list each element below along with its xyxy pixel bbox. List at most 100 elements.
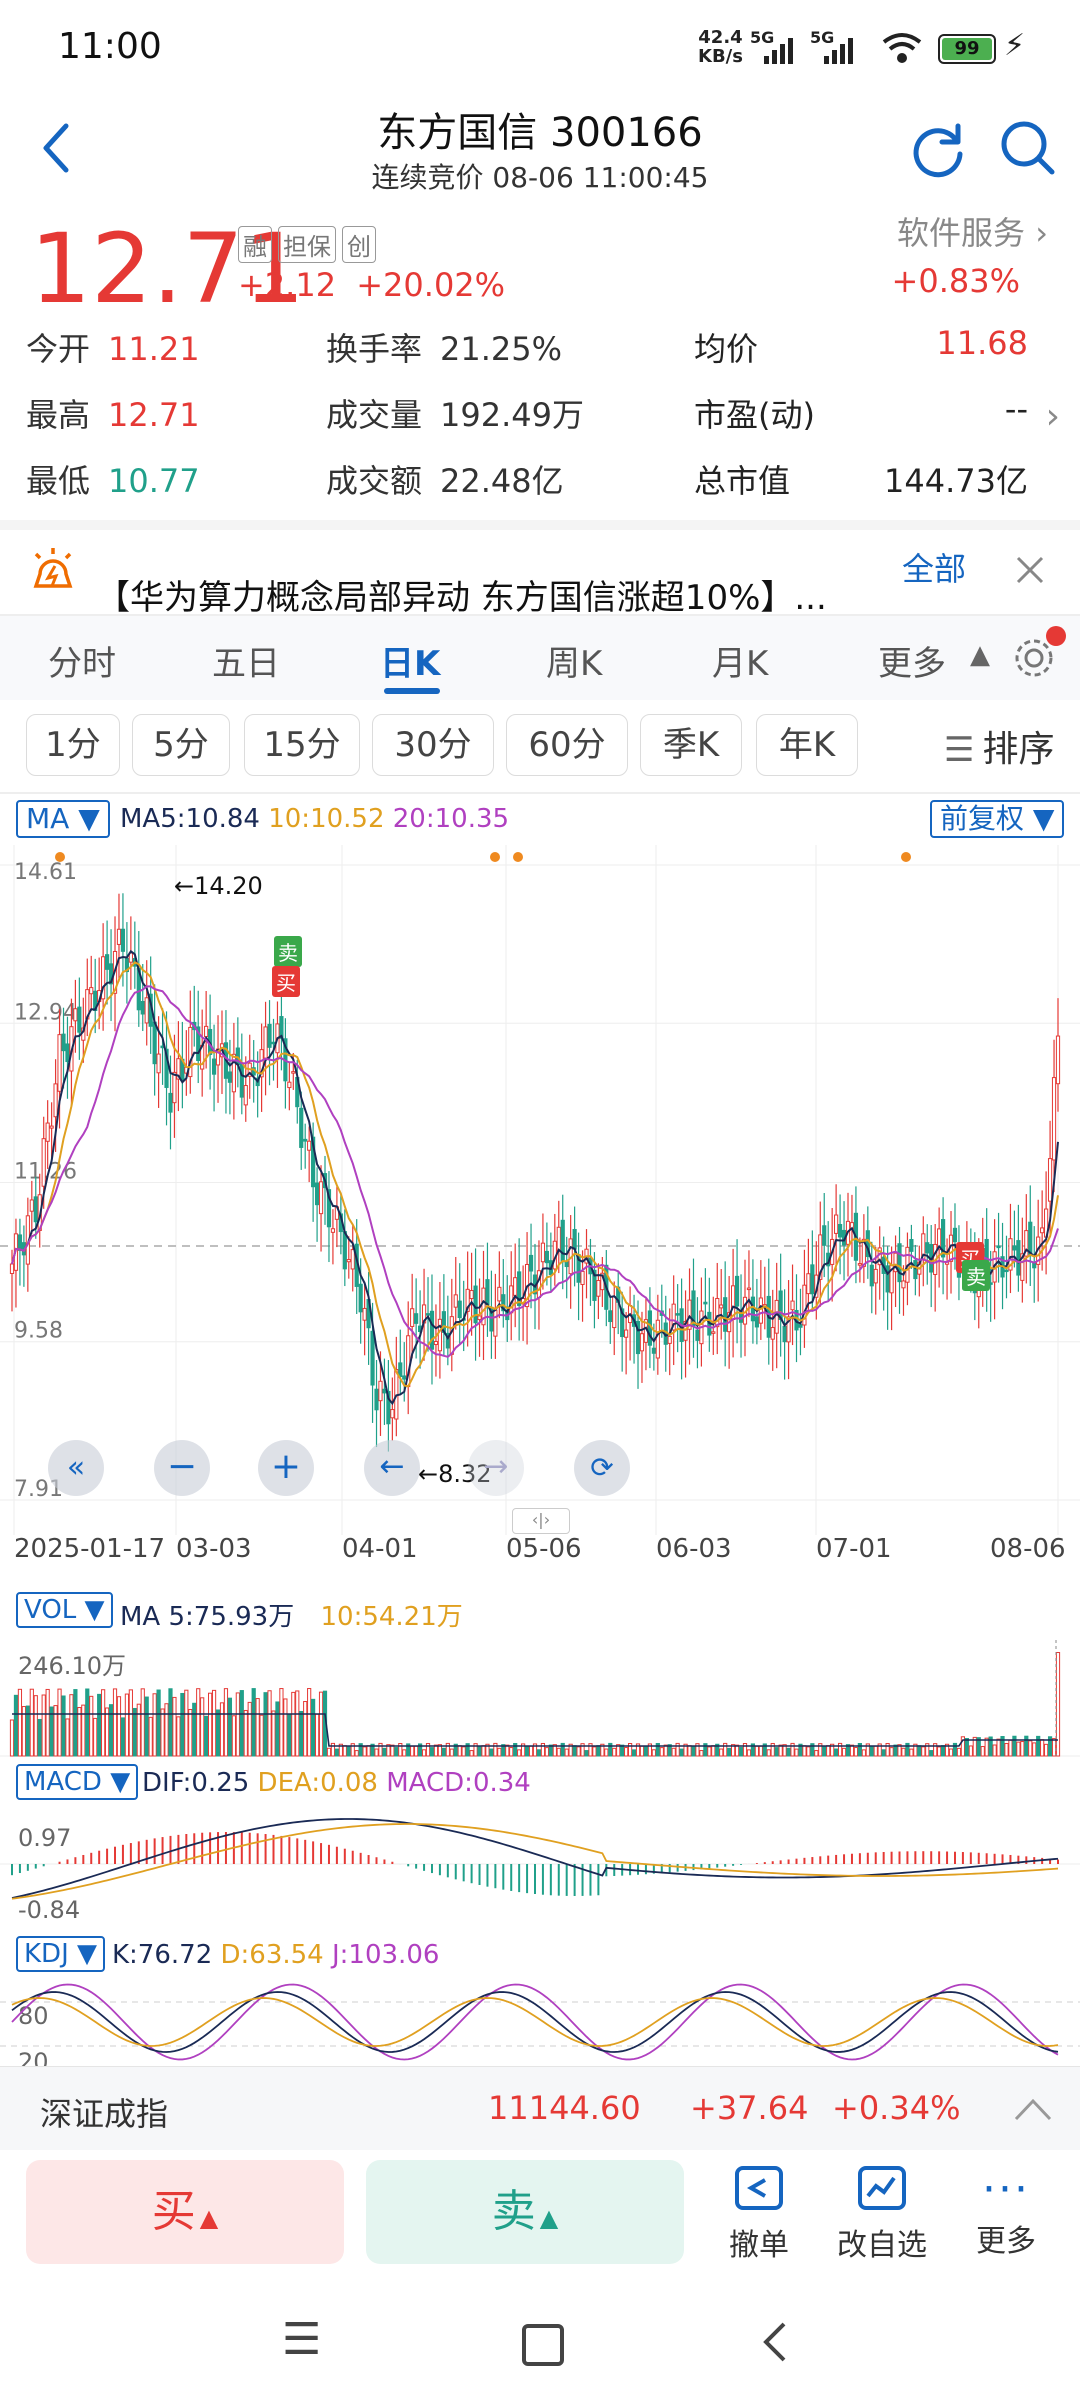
home-icon[interactable] bbox=[522, 2324, 564, 2366]
index-bar[interactable]: 深证成指 11144.60 +37.64 +0.34% bbox=[0, 2066, 1080, 2151]
volume-bar bbox=[723, 1742, 728, 1757]
volume-bar bbox=[57, 1688, 62, 1757]
volume-bar bbox=[307, 1688, 312, 1757]
ma-selector[interactable]: MA ▼ bbox=[16, 800, 110, 838]
kdj-selector[interactable]: KDJ ▼ bbox=[16, 1936, 106, 1972]
volume-bar bbox=[770, 1742, 775, 1757]
zoom-in-icon[interactable]: + bbox=[258, 1440, 314, 1496]
back-nav-icon[interactable] bbox=[756, 2318, 792, 2366]
volume-bar bbox=[663, 1744, 668, 1757]
buy-button[interactable]: 买 ▲ bbox=[26, 2160, 344, 2264]
volume-bar bbox=[651, 1749, 656, 1757]
search-icon[interactable] bbox=[998, 118, 1058, 178]
volume-bar bbox=[485, 1743, 490, 1757]
vol-ma5: MA 5:75.93万 bbox=[120, 1602, 295, 1632]
volume-bar bbox=[608, 1742, 613, 1757]
candle-body bbox=[65, 1043, 70, 1063]
volume-bar bbox=[933, 1743, 938, 1757]
period-30min[interactable]: 30分 bbox=[372, 714, 494, 776]
news-text[interactable]: 【华为算力概念局部异动 东方国信涨超10%】... bbox=[96, 578, 827, 618]
edit-watchlist-button[interactable]: 改自选 bbox=[830, 2164, 934, 2264]
volume-bar bbox=[802, 1745, 807, 1757]
volume-bar bbox=[509, 1747, 514, 1757]
volume-bar bbox=[402, 1749, 407, 1757]
volume-bar bbox=[453, 1743, 458, 1757]
sell-button[interactable]: 卖 ▲ bbox=[366, 2160, 684, 2264]
volume-bar bbox=[517, 1749, 522, 1757]
chevron-right-icon[interactable]: › bbox=[1045, 396, 1060, 437]
candle-body bbox=[386, 1390, 391, 1425]
volume-bar bbox=[521, 1743, 526, 1757]
volume-bar bbox=[675, 1742, 680, 1757]
close-icon[interactable] bbox=[1012, 552, 1048, 588]
drag-handle[interactable]: ‹|› bbox=[512, 1508, 570, 1534]
cancel-order-button[interactable]: 撤单 bbox=[718, 2164, 800, 2264]
candle-body bbox=[802, 1284, 807, 1326]
volume-bar bbox=[552, 1744, 557, 1757]
period-year-k[interactable]: 年K bbox=[756, 714, 858, 776]
back-icon[interactable] bbox=[36, 118, 76, 178]
tab-more[interactable]: 更多 bbox=[878, 644, 946, 684]
volume-bar bbox=[481, 1745, 486, 1757]
kdj-legend: K:76.72 D:63.54 J:103.06 bbox=[112, 1940, 439, 1970]
vol-selector[interactable]: VOL ▼ bbox=[16, 1592, 113, 1628]
news-banner[interactable]: 【华为算力概念局部异动 东方国信涨超10%】... 全部 bbox=[0, 530, 1080, 618]
volume-bar bbox=[188, 1708, 193, 1757]
chevron-up-icon[interactable] bbox=[1010, 2091, 1056, 2125]
tab-daily-k[interactable]: 日K bbox=[380, 644, 441, 684]
candle-body bbox=[402, 1375, 407, 1380]
index-change: +37.64 bbox=[690, 2089, 809, 2127]
settings-icon[interactable] bbox=[1010, 632, 1058, 680]
candle-body bbox=[144, 997, 149, 1024]
caret-up-icon[interactable]: ▲ bbox=[970, 640, 990, 670]
candle-body bbox=[822, 1225, 827, 1246]
volume-bar bbox=[124, 1693, 130, 1757]
candle-body bbox=[370, 1330, 375, 1386]
menu-icon[interactable]: ☰ bbox=[282, 2314, 322, 2365]
refresh-icon[interactable] bbox=[908, 118, 968, 178]
candle-body bbox=[57, 1034, 62, 1092]
tab-five-day[interactable]: 五日 bbox=[212, 644, 280, 684]
volume-bar bbox=[635, 1743, 641, 1757]
date-tick: 07-01 bbox=[816, 1534, 892, 1564]
candle-body bbox=[1004, 1269, 1009, 1273]
tab-monthly-k[interactable]: 月K bbox=[712, 644, 769, 684]
volume-bar bbox=[326, 1747, 332, 1757]
volume-bar bbox=[826, 1745, 831, 1757]
volume-bar bbox=[77, 1707, 82, 1757]
period-15min[interactable]: 15分 bbox=[244, 714, 360, 776]
period-60min[interactable]: 60分 bbox=[506, 714, 628, 776]
zoom-out-icon[interactable]: − bbox=[154, 1440, 210, 1496]
sector-link[interactable]: 软件服务 › bbox=[897, 208, 1048, 254]
volume-bar bbox=[437, 1744, 443, 1757]
scroll-right-icon[interactable]: → bbox=[468, 1440, 524, 1496]
macd-selector[interactable]: MACD ▼ bbox=[16, 1764, 139, 1800]
fast-rewind-icon[interactable]: « bbox=[48, 1440, 104, 1496]
vol-max-label: 246.10万 bbox=[18, 1652, 126, 1680]
volume-bar bbox=[176, 1716, 181, 1757]
adjust-selector[interactable]: 前复权 ▼ bbox=[930, 800, 1065, 838]
volume-bar bbox=[318, 1691, 324, 1757]
ma5-line bbox=[11, 949, 1059, 1406]
volume-bar bbox=[921, 1746, 926, 1757]
vol-ma10: 10:54.21万 bbox=[320, 1602, 463, 1632]
period-1min[interactable]: 1分 bbox=[26, 714, 120, 776]
candle-body bbox=[485, 1279, 490, 1306]
tab-intraday[interactable]: 分时 bbox=[48, 644, 116, 684]
scroll-left-icon[interactable]: ← bbox=[364, 1440, 420, 1496]
change-value: +2.12 bbox=[238, 266, 337, 304]
tab-weekly-k[interactable]: 周K bbox=[546, 644, 603, 684]
candle-body bbox=[818, 1234, 823, 1280]
rotate-icon[interactable]: ⟳ bbox=[574, 1440, 630, 1496]
signal-icon bbox=[764, 38, 793, 64]
candle-body bbox=[362, 1307, 367, 1321]
sort-button[interactable]: ☰ 排序 bbox=[944, 729, 1055, 770]
news-all-link[interactable]: 全部 bbox=[902, 550, 967, 588]
volume-bar bbox=[263, 1692, 268, 1757]
period-quarter-k[interactable]: 季K bbox=[640, 714, 742, 776]
candle-body bbox=[108, 963, 114, 985]
period-5min[interactable]: 5分 bbox=[132, 714, 230, 776]
candle-body bbox=[350, 1249, 355, 1270]
more-button[interactable]: ··· 更多 bbox=[968, 2164, 1044, 2260]
